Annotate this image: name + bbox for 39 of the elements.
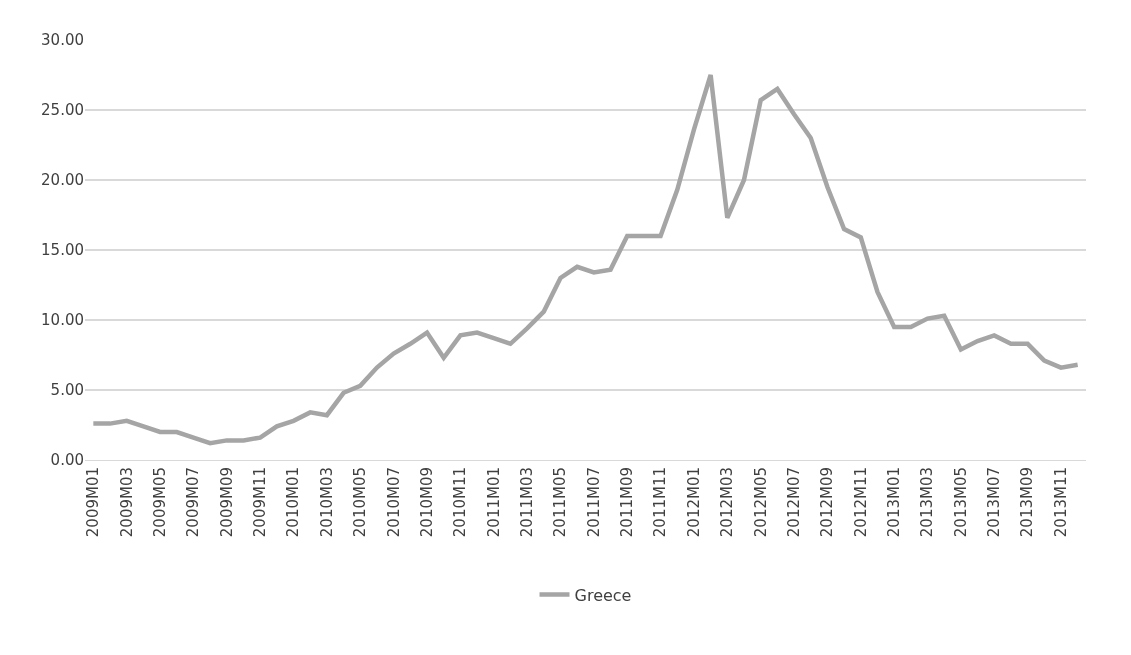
x-tick-label: 2009M05	[150, 467, 169, 538]
x-tick-label: 2012M03	[718, 467, 737, 538]
x-tick-label: 2013M09	[1018, 467, 1037, 538]
legend-label: Greece	[574, 585, 632, 605]
y-tick-label: 5.00	[50, 381, 84, 400]
x-tick-label: 2012M07	[784, 467, 803, 538]
x-tick-label: 2010M03	[317, 467, 336, 538]
x-tick-label: 2009M03	[117, 467, 136, 538]
x-tick-label: 2009M01	[84, 467, 103, 538]
y-tick-label: 15.00	[41, 241, 84, 260]
x-tick-label: 2011M03	[517, 467, 536, 538]
x-tick-label: 2009M09	[217, 467, 236, 538]
y-tick-label: 0.00	[50, 451, 84, 470]
x-tick-label: 2009M11	[251, 467, 270, 538]
x-tick-label: 2010M11	[451, 467, 470, 538]
x-tick-label: 2011M01	[484, 467, 503, 538]
x-tick-label: 2010M07	[384, 467, 403, 538]
x-tick-label: 2009M07	[184, 467, 203, 538]
x-tick-label: 2013M03	[918, 467, 937, 538]
y-tick-label: 30.00	[41, 31, 84, 50]
x-tick-label: 2010M05	[351, 467, 370, 538]
x-tick-label: 2012M11	[851, 467, 870, 538]
x-tick-label: 2013M07	[985, 467, 1004, 538]
x-tick-label: 2012M05	[751, 467, 770, 538]
y-tick-label: 25.00	[41, 101, 84, 120]
x-tick-label: 2011M07	[584, 467, 603, 538]
y-tick-label: 10.00	[41, 311, 84, 330]
x-tick-label: 2013M05	[951, 467, 970, 538]
x-tick-label: 2012M09	[818, 467, 837, 538]
x-tick-label: 2012M01	[684, 467, 703, 538]
y-tick-label: 20.00	[41, 171, 84, 190]
x-tick-label: 2013M11	[1051, 467, 1070, 538]
x-tick-label: 2011M11	[651, 467, 670, 538]
x-tick-label: 2013M01	[885, 467, 904, 538]
x-tick-label: 2011M05	[551, 467, 570, 538]
x-tick-label: 2011M09	[618, 467, 637, 538]
x-tick-label: 2010M01	[284, 467, 303, 538]
line-series	[91, 72, 1080, 446]
x-tick-label: 2010M09	[417, 467, 436, 538]
